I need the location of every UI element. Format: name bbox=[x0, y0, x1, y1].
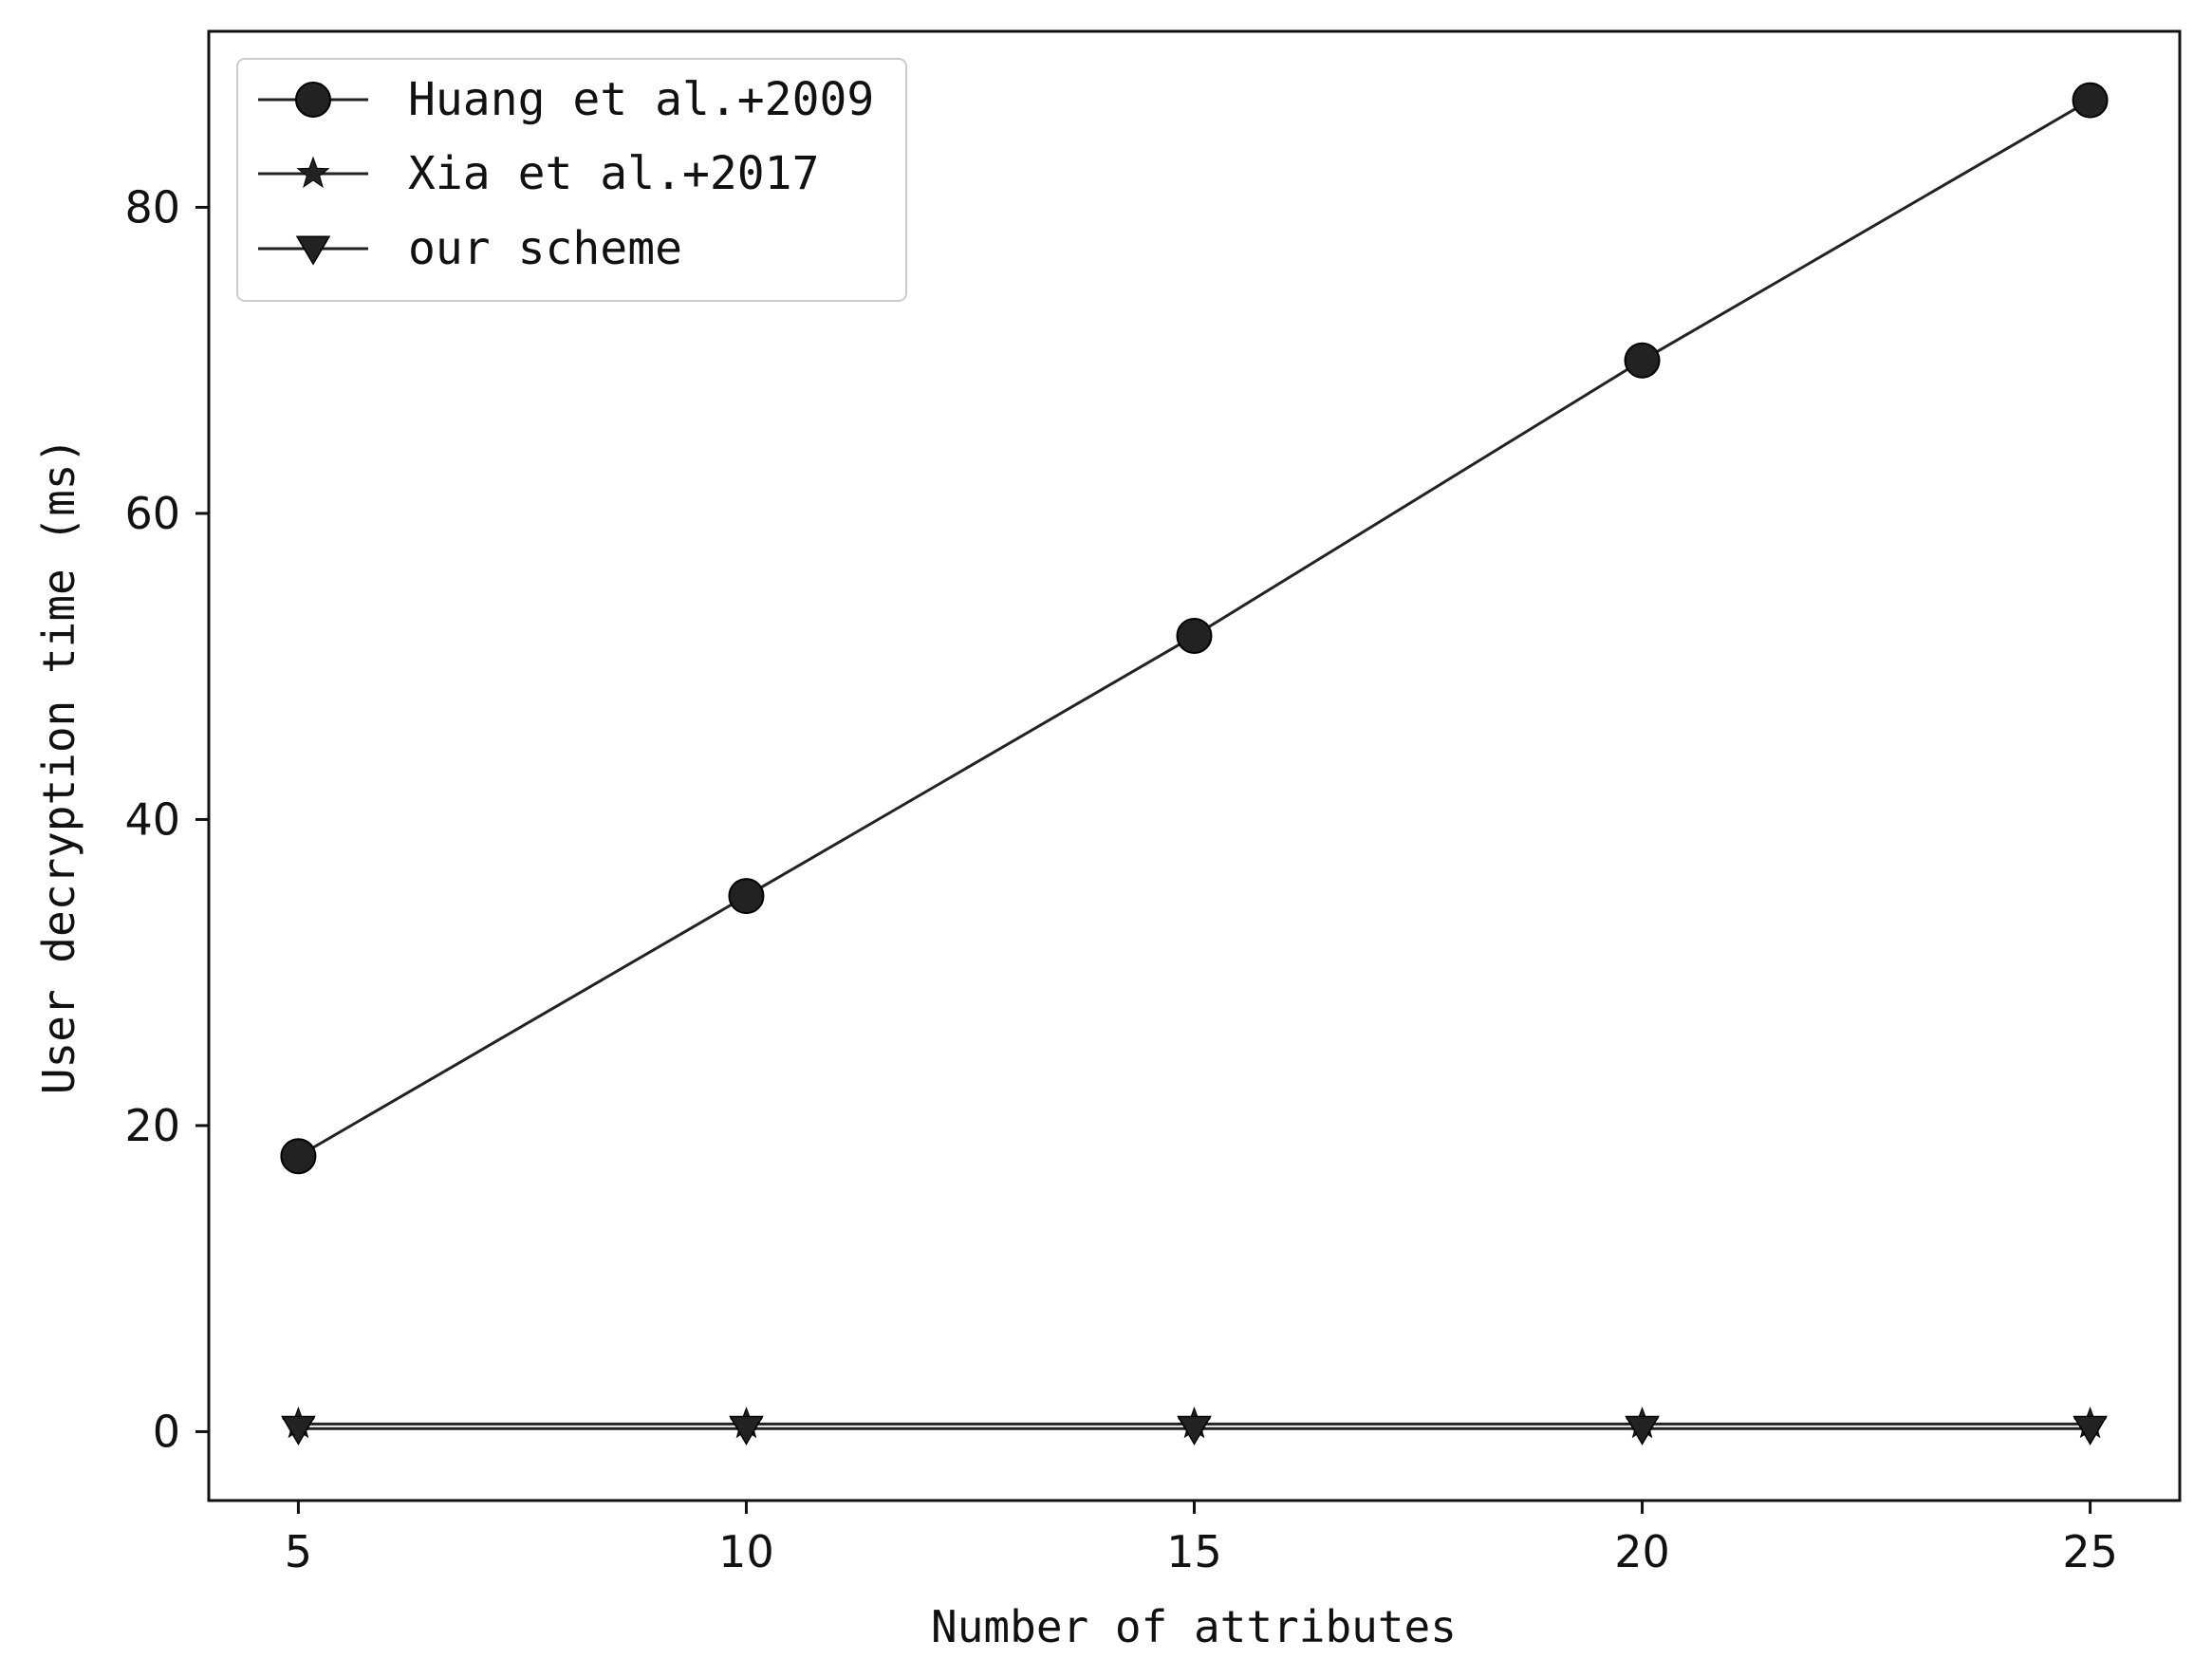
x-axis-label: Number of attributes bbox=[931, 1601, 1457, 1652]
legend: Huang et al.+2009 Xia et al.+2017 our sche… bbox=[236, 58, 907, 302]
y-axis-label: User decryption time (ms) bbox=[33, 438, 84, 1094]
data-point bbox=[1176, 617, 1213, 654]
legend-marker bbox=[295, 82, 331, 118]
data-point bbox=[728, 878, 765, 915]
data-point bbox=[729, 1415, 764, 1445]
data-point bbox=[1177, 1415, 1212, 1445]
x-axis: 5 10 15 20 25 bbox=[285, 1501, 2118, 1577]
plot-area bbox=[280, 82, 2109, 1445]
series-1 bbox=[280, 82, 2109, 1175]
x-tick-label: 5 bbox=[285, 1526, 312, 1577]
legend-item: Xia et al.+2017 bbox=[258, 147, 819, 200]
y-tick-label: 40 bbox=[124, 793, 180, 845]
y-tick-label: 20 bbox=[124, 1100, 180, 1151]
legend-marker bbox=[295, 235, 331, 266]
data-point bbox=[1625, 1415, 1660, 1445]
data-point bbox=[280, 1138, 317, 1175]
y-tick-label: 80 bbox=[124, 181, 180, 233]
legend-label: our scheme bbox=[408, 222, 682, 275]
x-tick-label: 15 bbox=[1166, 1526, 1222, 1577]
legend-marker bbox=[296, 156, 330, 188]
x-tick-label: 10 bbox=[718, 1526, 774, 1577]
data-point bbox=[2072, 82, 2109, 119]
data-point bbox=[281, 1415, 316, 1445]
legend-item: our scheme bbox=[258, 222, 682, 275]
series-3 bbox=[281, 1415, 2108, 1445]
y-tick-label: 60 bbox=[124, 488, 180, 539]
legend-label: Huang et al.+2009 bbox=[408, 73, 874, 126]
legend-box bbox=[236, 58, 907, 302]
data-point bbox=[1624, 342, 1661, 379]
legend-item: Huang et al.+2009 bbox=[258, 73, 874, 126]
y-tick-label: 0 bbox=[153, 1406, 180, 1457]
x-tick-label: 25 bbox=[2062, 1526, 2118, 1577]
data-point bbox=[2073, 1415, 2108, 1445]
legend-label: Xia et al.+2017 bbox=[408, 147, 819, 200]
x-tick-label: 20 bbox=[1614, 1526, 1670, 1577]
y-axis: 0 20 40 60 80 bbox=[124, 181, 209, 1457]
